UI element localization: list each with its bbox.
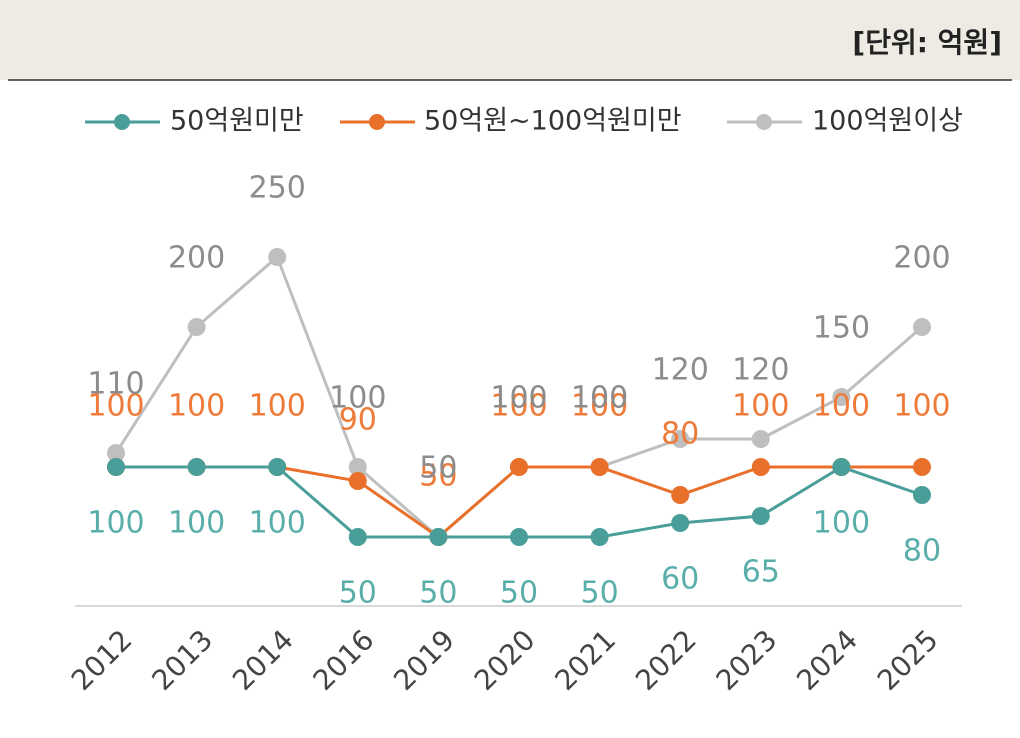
data-point <box>268 248 287 266</box>
series-line <box>116 465 923 539</box>
data-label: 200 <box>893 241 950 276</box>
data-point <box>268 458 287 476</box>
data-label: 100 <box>571 381 628 416</box>
data-point <box>348 472 367 490</box>
data-point <box>510 528 528 546</box>
data-label: 100 <box>813 506 870 541</box>
x-tick-label: 2014 <box>226 623 300 697</box>
data-point <box>751 458 770 476</box>
data-point <box>429 528 448 546</box>
x-tick-label: 2025 <box>871 623 945 697</box>
x-tick-label: 2013 <box>145 623 219 697</box>
data-label: 100 <box>168 389 225 424</box>
data-label: 120 <box>732 353 789 388</box>
data-label: 100 <box>893 389 950 424</box>
data-label: 60 <box>661 562 699 597</box>
legend-label: 50억원~100억원미만 <box>424 106 682 137</box>
legend-label: 100억원이상 <box>812 106 963 137</box>
data-label: 100 <box>732 389 789 424</box>
data-label: 100 <box>168 506 225 541</box>
data-point <box>751 507 770 525</box>
data-point <box>187 458 206 476</box>
data-label: 50 <box>419 459 457 494</box>
x-tick-label: 2016 <box>307 623 381 697</box>
data-label: 80 <box>661 417 699 452</box>
data-label: 50 <box>419 451 457 486</box>
data-point <box>913 458 931 476</box>
data-label: 50 <box>581 576 619 611</box>
data-label: 150 <box>813 311 870 346</box>
data-label: 50 <box>339 576 377 611</box>
legend-marker <box>756 114 772 130</box>
data-label: 100 <box>490 381 547 416</box>
data-label: 65 <box>742 555 780 590</box>
data-label: 250 <box>249 171 306 206</box>
x-tick-label: 2024 <box>790 623 864 697</box>
data-point <box>510 458 528 476</box>
data-point <box>671 514 690 532</box>
x-tick-label: 2012 <box>65 623 139 697</box>
x-tick-label: 2019 <box>387 623 461 697</box>
data-label: 200 <box>168 241 225 276</box>
data-label: 120 <box>652 353 709 388</box>
data-point <box>590 458 609 476</box>
header-band <box>0 0 1020 80</box>
data-label: 110 <box>87 367 144 402</box>
data-point <box>107 458 125 476</box>
data-point <box>751 430 770 448</box>
data-label: 100 <box>329 381 386 416</box>
data-label: 100 <box>571 389 628 424</box>
data-label: 50 <box>500 576 538 611</box>
legend-marker <box>114 114 130 130</box>
data-label: 100 <box>249 506 306 541</box>
data-point <box>913 486 931 504</box>
data-label: 50 <box>419 576 457 611</box>
data-label: 100 <box>490 389 547 424</box>
unit-label: [단위: 억원] <box>852 26 1002 59</box>
x-tick-label: 2022 <box>629 623 703 697</box>
data-label: 100 <box>87 506 144 541</box>
series-line <box>116 465 922 539</box>
data-label: 100 <box>813 389 870 424</box>
data-point <box>671 486 690 504</box>
data-point <box>107 444 125 462</box>
data-point <box>348 458 367 476</box>
x-tick-label: 2021 <box>548 623 622 697</box>
data-label: 90 <box>339 403 377 438</box>
data-label: 100 <box>87 389 144 424</box>
data-point <box>348 528 367 546</box>
data-point <box>832 458 851 476</box>
data-point <box>832 388 851 406</box>
data-label: 100 <box>249 389 306 424</box>
x-tick-label: 2020 <box>468 623 542 697</box>
data-point <box>913 318 931 336</box>
data-point <box>590 528 609 546</box>
legend-label: 50억원미만 <box>170 106 304 137</box>
data-point <box>671 430 690 448</box>
data-point <box>187 318 206 336</box>
legend-marker <box>369 114 385 130</box>
x-tick-label: 2023 <box>710 623 784 697</box>
data-label: 80 <box>903 534 941 569</box>
